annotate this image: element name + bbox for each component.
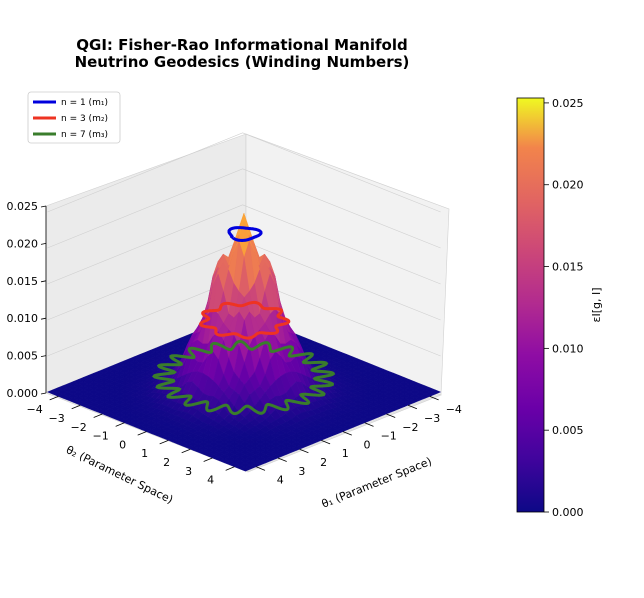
x-axis-ticks: −4 −3 −2 −1 0 1 2 3 4 [256, 396, 462, 487]
wall-grid-line [47, 204, 441, 285]
x-tick-mark [429, 396, 439, 401]
y-tick-label: −1 [93, 430, 109, 443]
x-tick-mark [386, 413, 396, 418]
x-tick-label: 0 [364, 438, 371, 451]
y-tick-label: −2 [71, 421, 87, 434]
z-tick-mark [40, 317, 47, 320]
x-tick-mark [299, 448, 309, 454]
surface-patch [239, 466, 252, 472]
z-tick-mark [40, 205, 47, 208]
z-tick-label: 0.015 [7, 275, 39, 288]
x-tick-mark [321, 440, 331, 445]
y-axis-ticks: −4 −3 −2 −1 0 1 2 3 4 [27, 396, 235, 487]
x-tick-label: 4 [277, 474, 284, 487]
x-tick-label: −3 [424, 412, 440, 425]
wall-grid-line [47, 168, 441, 249]
y-tick-label: 3 [185, 465, 192, 478]
z-axis-ticks: 0.000 0.005 0.010 0.015 0.020 0.025 [7, 200, 47, 400]
z-tick-mark [40, 392, 47, 395]
colorbar-tick-label: 0.000 [552, 506, 584, 519]
y-tick-mark [225, 466, 235, 471]
geodesic-line-n1 [227, 226, 263, 242]
legend-box [27, 91, 121, 144]
colorbar-tick-label: 0.010 [552, 342, 584, 355]
colorbar-tick-label: 0.020 [552, 179, 584, 192]
chart-title: QGI: Fisher-Rao Informational Manifold [76, 36, 407, 54]
legend: n = 1 (m₁) n = 3 (m₂) n = 7 (m₃) [27, 91, 121, 144]
y-tick-mark [115, 422, 125, 427]
colorbar-tick-label: 0.015 [552, 261, 584, 274]
colorbar-label: εI[g, I] [590, 288, 603, 323]
geodesic-line-n7 [152, 339, 336, 416]
x-tick-mark [364, 422, 374, 427]
z-tick-label: 0.020 [7, 237, 39, 250]
z-tick-label: 0.005 [7, 350, 39, 363]
x-tick-label: −2 [402, 421, 418, 434]
y-tick-mark [93, 413, 103, 418]
geodesic-line-n3 [199, 300, 291, 340]
y-tick-label: 4 [207, 474, 214, 487]
legend-label: n = 3 (m₂) [61, 114, 108, 124]
chart-subtitle: Neutrino Geodesics (Winding Numbers) [75, 53, 410, 71]
colorbar-tick-label: 0.025 [552, 97, 584, 110]
colorbar-gradient [516, 97, 545, 513]
z-tick-mark [40, 280, 47, 283]
z-tick-label: 0.010 [7, 312, 39, 325]
z-tick-label: 0.000 [7, 387, 39, 400]
colorbar: 0.000 0.005 0.010 0.015 0.020 0.025 εI[g, I] [516, 97, 603, 519]
y-tick-label: −3 [49, 412, 65, 425]
x-axis-label: θ₁ (Parameter Space) [320, 455, 434, 511]
y-tick-mark [137, 431, 147, 436]
legend-label: n = 7 (m₃) [61, 130, 108, 140]
y-axis-label: θ₂ (Parameter Space) [64, 443, 175, 506]
x-tick-mark [342, 431, 352, 436]
y-tick-label: 0 [119, 438, 126, 451]
x-tick-label: 1 [342, 447, 349, 460]
y-tick-label: −4 [27, 403, 43, 416]
x-tick-mark [277, 457, 287, 462]
y-tick-mark [203, 457, 213, 462]
geodesic-curves [152, 226, 336, 416]
x-tick-label: −4 [446, 403, 462, 416]
x-tick-label: 3 [298, 465, 305, 478]
y-tick-label: 2 [163, 456, 170, 469]
y-tick-mark [159, 440, 169, 445]
colorbar-tick-label: 0.005 [552, 424, 584, 437]
z-tick-mark [40, 243, 47, 245]
z-tick-label: 0.025 [7, 200, 39, 213]
z-tick-mark [40, 355, 47, 357]
legend-label: n = 1 (m₁) [61, 98, 108, 108]
y-tick-mark [49, 396, 59, 401]
wall-grid-line [47, 132, 441, 213]
x-tick-label: 2 [320, 456, 327, 469]
y-tick-mark [71, 404, 81, 410]
y-tick-mark [181, 448, 191, 454]
x-tick-mark [256, 466, 266, 471]
y-tick-label: 1 [141, 447, 148, 460]
x-tick-label: −1 [381, 430, 397, 443]
x-tick-mark [407, 404, 418, 410]
